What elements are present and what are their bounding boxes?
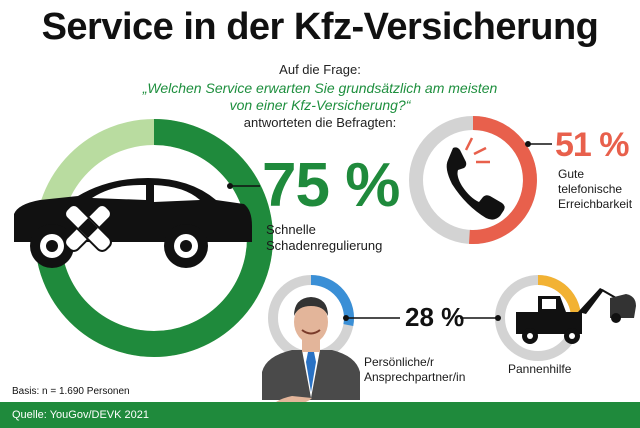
footer-bar: [0, 402, 640, 428]
phone-icon: [446, 137, 505, 220]
donut-ansprechpartner-value-arc: [310, 275, 354, 327]
tow-truck-icon: [516, 288, 636, 344]
intro-answer-text: antworteten die Befragten:: [243, 115, 397, 130]
tow-leader-dot: [495, 315, 501, 321]
survey-question-line-1: „Welchen Service erwarten Sie grundsätzl…: [142, 80, 498, 96]
category-label-ansprechpartner-2: Ansprechpartner/in: [364, 370, 466, 384]
main-leader-dot: [227, 183, 233, 189]
value-label-erreichbarkeit: 51 %: [555, 126, 629, 164]
category-label-schadenregulierung-1: Schnelle: [266, 222, 316, 237]
source-note: Quelle: YouGov/DEVK 2021: [12, 409, 149, 421]
phone-leader-dot: [525, 141, 531, 147]
sample-basis-note: Basis: n = 1.690 Personen: [12, 386, 130, 397]
donut-erreichbarkeit-value-arc: [468, 116, 537, 244]
donut-schadenregulierung-value-arc: [35, 119, 273, 357]
category-label-ansprechpartner-1: Persönliche/r: [364, 355, 435, 369]
value-label-shared-28: 28 %: [405, 302, 465, 332]
page-title: Service in der Kfz-Versicherung: [41, 6, 599, 48]
category-label-erreichbarkeit-1: Gute: [558, 167, 585, 181]
category-label-schadenregulierung-2: Schadenregulierung: [266, 238, 383, 253]
person-leader-dot: [343, 315, 349, 321]
survey-question-line-2: von einer Kfz-Versicherung?“: [229, 97, 411, 113]
damaged-car-icon: [14, 178, 252, 268]
intro-text: Auf die Frage:: [279, 62, 361, 77]
value-label-schadenregulierung: 75 %: [262, 151, 400, 220]
category-label-pannenhilfe: Pannenhilfe: [508, 362, 572, 376]
donut-erreichbarkeit: [409, 116, 537, 244]
category-label-erreichbarkeit-3: Erreichbarkeit: [558, 197, 633, 211]
category-label-erreichbarkeit-2: telefonische: [558, 182, 623, 196]
